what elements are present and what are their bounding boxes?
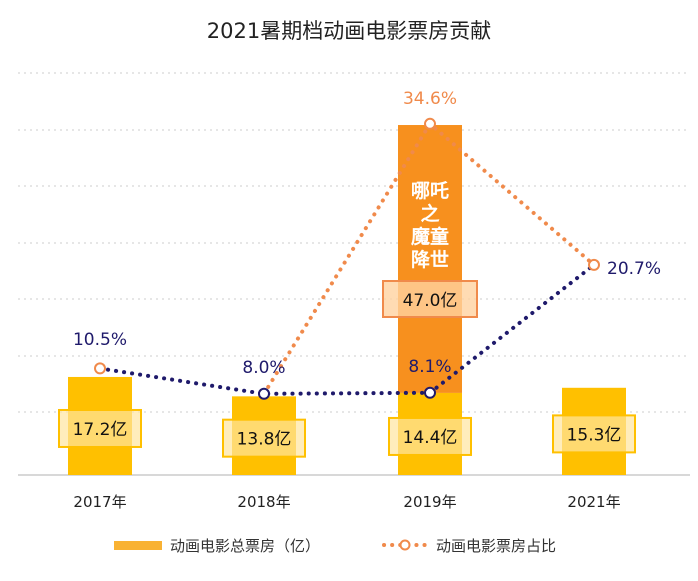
line-marker (258, 387, 270, 400)
bar-label-box (382, 280, 478, 318)
line-label: 20.7% (607, 259, 661, 279)
bar-label-box (552, 414, 636, 454)
line-marker (424, 117, 436, 130)
nezha-annotation: 降世 (411, 248, 449, 271)
nezha-annotation: 哪吒 (411, 180, 449, 202)
x-tick-label: 2019年 (403, 493, 456, 511)
line-series (98, 262, 596, 396)
legend-label: 动画电影票房占比 (436, 537, 556, 555)
legend-marker (399, 539, 411, 551)
bar-label-box (388, 416, 472, 456)
line-marker (588, 258, 600, 271)
legend-label: 动画电影总票房（亿） (170, 537, 320, 555)
line-marker (94, 362, 106, 375)
nezha-annotation: 魔童 (411, 225, 449, 248)
bar-label: 17.2亿 (73, 420, 128, 440)
x-tick-label: 2018年 (237, 493, 290, 511)
nezha-annotation: 之 (420, 202, 439, 225)
line-label: 34.6% (403, 89, 457, 109)
line-marker (424, 386, 436, 399)
bar-label: 47.0亿 (403, 291, 458, 311)
bar-label-box (58, 408, 142, 448)
chart-title: 2021暑期档动画电影票房贡献 (207, 19, 491, 43)
line-label: 8.1% (408, 357, 451, 377)
bar-label: 13.8亿 (237, 430, 292, 450)
bar-label: 15.3亿 (567, 425, 622, 445)
legend-swatch-bar (114, 541, 162, 550)
bar-label: 14.4亿 (403, 428, 458, 448)
x-tick-label: 2021年 (567, 493, 620, 511)
line-label: 8.0% (242, 358, 285, 378)
x-tick-label: 2017年 (73, 493, 126, 511)
line-label: 10.5% (73, 330, 127, 350)
bar-label-box (222, 418, 306, 458)
bar-nezha (398, 125, 462, 393)
